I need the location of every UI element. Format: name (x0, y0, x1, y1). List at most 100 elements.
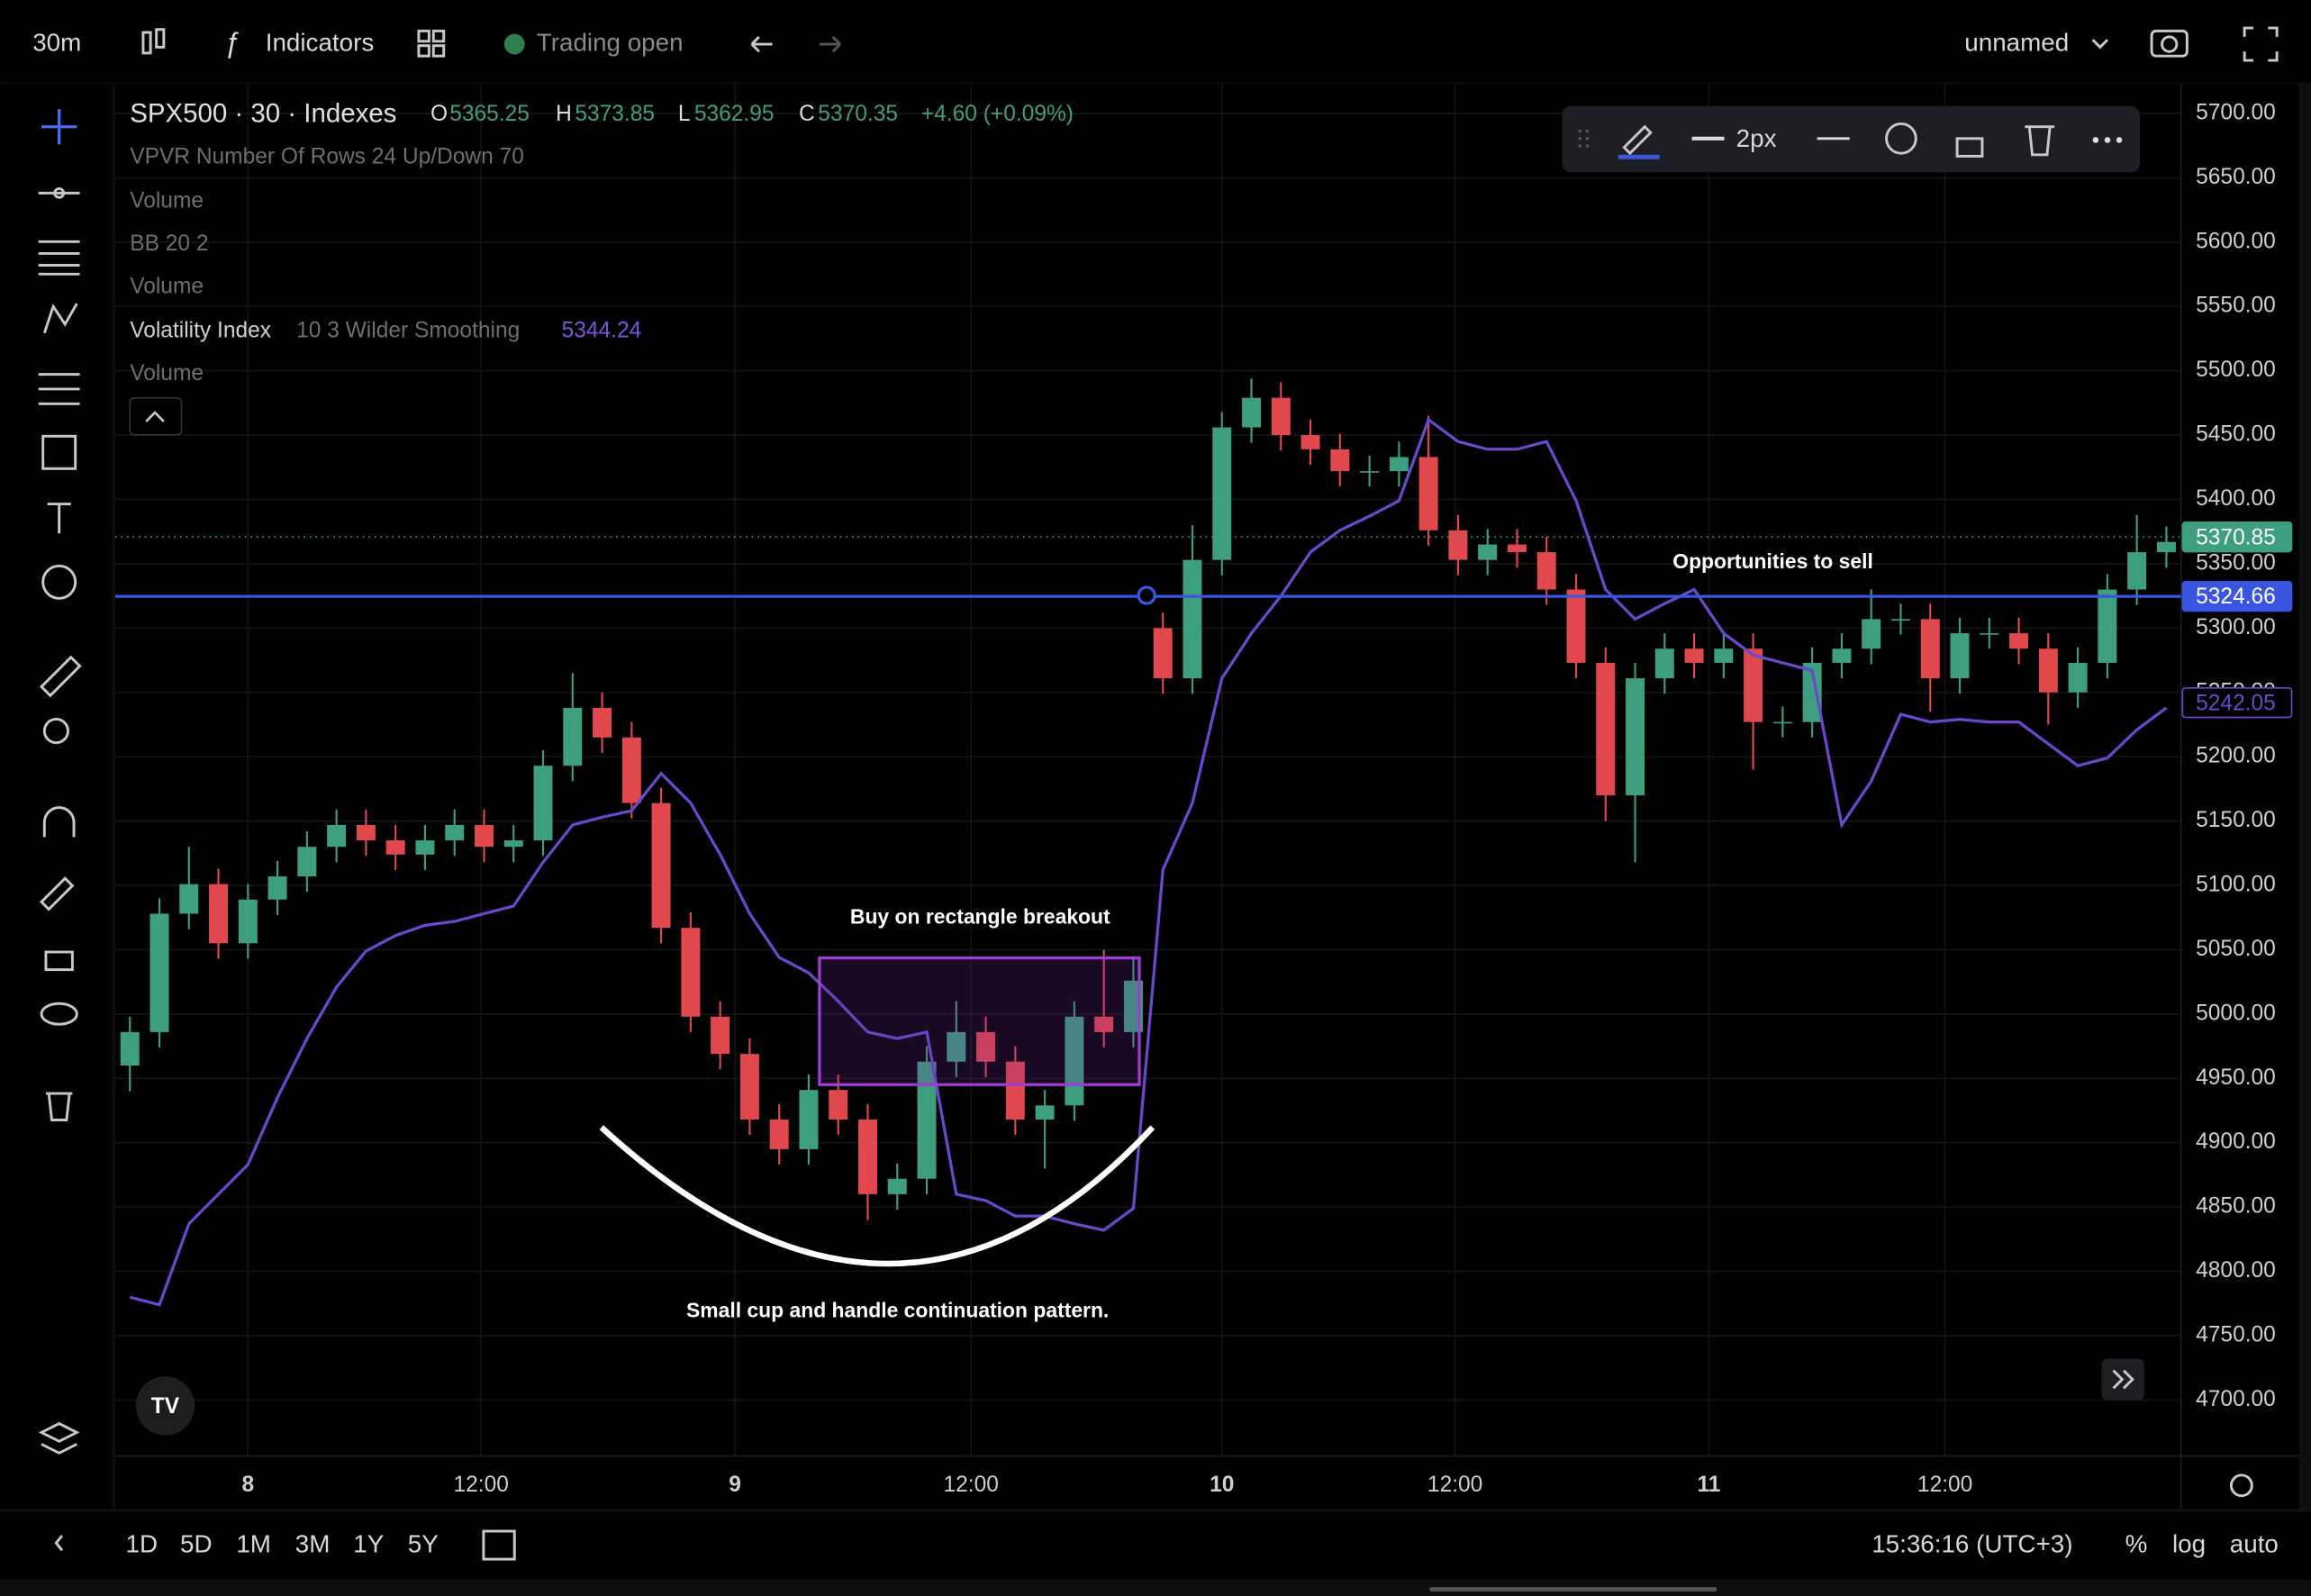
candle-body (1714, 648, 1734, 663)
candle-body (327, 824, 347, 848)
market-status[interactable]: Trading open (537, 28, 684, 56)
candle-body (150, 913, 169, 1032)
pattern-tool[interactable] (42, 303, 78, 334)
goto-date[interactable] (482, 1529, 516, 1561)
layout-name[interactable]: unnamed (1964, 28, 2069, 56)
candle-body (829, 1090, 848, 1120)
range-button[interactable]: 1M (236, 1530, 271, 1558)
range-button[interactable]: 1Y (353, 1530, 384, 1558)
text-tool[interactable] (47, 503, 71, 534)
stay-drawing-tool[interactable] (39, 876, 75, 911)
fx-icon[interactable]: ƒ (224, 26, 240, 58)
candle-body (2098, 589, 2117, 663)
fib-tool[interactable] (38, 240, 80, 276)
candle-icon[interactable] (141, 28, 166, 55)
candle-body (179, 884, 199, 914)
series-name[interactable]: Volatility Index (130, 319, 271, 343)
candle-body (739, 1054, 759, 1120)
collapse-arrow (145, 411, 165, 422)
indicator-label[interactable]: Volume (130, 361, 204, 385)
indicator-label[interactable]: BB 20 2 (130, 231, 208, 256)
candle-body (238, 899, 258, 944)
axis-settings[interactable] (2229, 1474, 2253, 1498)
candle-body (1005, 1061, 1025, 1120)
redo-icon[interactable] (819, 35, 841, 53)
settings-button[interactable] (1885, 122, 1917, 155)
indicators-button[interactable]: Indicators (266, 28, 375, 56)
candle-body (1301, 435, 1320, 449)
more-button[interactable] (2092, 137, 2123, 143)
shape-tool[interactable] (41, 434, 77, 470)
emoji-tool[interactable] (41, 564, 77, 600)
remove-tool[interactable] (45, 1092, 73, 1121)
layout-dropdown[interactable] (2091, 39, 2109, 50)
candle-body (1626, 678, 1645, 796)
cup-arc-drawing[interactable] (599, 1125, 1156, 1267)
y-tick-label: 5000.00 (2196, 1001, 2276, 1025)
auto-toggle[interactable]: auto (2230, 1530, 2279, 1558)
clock: 15:36:16 (UTC+3) (1871, 1530, 2072, 1558)
drag-handle[interactable] (1578, 129, 1590, 150)
candle-body (385, 840, 405, 855)
range-button[interactable]: 3M (295, 1530, 331, 1558)
snapshot-icon[interactable] (2150, 29, 2189, 58)
lock-tool[interactable] (44, 950, 74, 972)
annotation[interactable]: Small cup and handle continuation patter… (686, 1298, 1109, 1321)
indicator-value: 5344.24 (562, 319, 642, 343)
projection-tool[interactable] (38, 373, 80, 405)
indicator-label[interactable]: VPVR Number Of Rows 24 Up/Down 70 (130, 145, 524, 169)
zoom-tool[interactable] (42, 717, 69, 745)
delete-button[interactable] (2025, 125, 2055, 157)
magnet-tool[interactable] (42, 806, 76, 838)
line-anchor[interactable] (1137, 585, 1156, 605)
interval[interactable]: 30m (32, 28, 81, 56)
undo-icon[interactable] (750, 35, 773, 53)
indicator-label[interactable]: Volume (130, 189, 204, 213)
collapse-left[interactable] (54, 1534, 64, 1552)
candle-body (2068, 662, 2088, 693)
line-color-button[interactable] (1622, 124, 1653, 156)
candle-body (1212, 427, 1232, 560)
logo[interactable] (135, 1376, 195, 1436)
y-tick-label: 5500.00 (2196, 358, 2276, 382)
templates-icon[interactable] (417, 29, 446, 58)
price-label-box (2181, 580, 2293, 612)
candle-body (1566, 589, 1586, 663)
range-button[interactable]: 5Y (408, 1530, 439, 1558)
candle-body (267, 876, 287, 900)
candle-body (503, 840, 523, 848)
lock-button[interactable] (1955, 137, 1984, 158)
candle-body (415, 840, 435, 855)
candle-body (1153, 628, 1173, 679)
candle-body (533, 766, 553, 841)
trend-line-dot (53, 186, 66, 199)
log-toggle[interactable]: log (2172, 1530, 2206, 1558)
percent-toggle[interactable]: % (2125, 1530, 2148, 1558)
indicator-label[interactable]: Volume (130, 275, 204, 299)
collapse-legend[interactable] (129, 396, 183, 436)
annotation[interactable]: Opportunities to sell (1672, 549, 1873, 573)
candle-body (2127, 552, 2147, 590)
y-tick-label: 4950.00 (2196, 1066, 2276, 1090)
left-tools (38, 109, 82, 1455)
crosshair-tool[interactable] (41, 109, 77, 145)
ohlc-key: C (799, 102, 815, 126)
fullscreen-icon[interactable] (2243, 26, 2279, 62)
x-tick-label: 9 (729, 1473, 741, 1497)
layers-tool[interactable] (38, 1421, 80, 1455)
range-button[interactable]: 5D (180, 1530, 213, 1558)
left-toolbar (0, 84, 113, 1510)
top-toolbar (0, 0, 2311, 83)
y-tick-label: 5550.00 (2196, 294, 2276, 318)
candle-body (1772, 721, 1792, 724)
status-dot (503, 33, 525, 55)
symbol[interactable]: SPX500 · 30 · Indexes (130, 98, 396, 128)
x-tick-label: 11 (1697, 1473, 1720, 1497)
annotation[interactable]: Buy on rectangle breakout (850, 904, 1110, 928)
line-width-button[interactable]: 2px (1736, 124, 1777, 152)
visibility-tool[interactable] (40, 1002, 78, 1026)
candle-body (917, 1061, 937, 1179)
ruler-tool[interactable] (39, 655, 82, 698)
rectangle-drawing[interactable] (818, 956, 1141, 1086)
range-button[interactable]: 1D (126, 1530, 159, 1558)
